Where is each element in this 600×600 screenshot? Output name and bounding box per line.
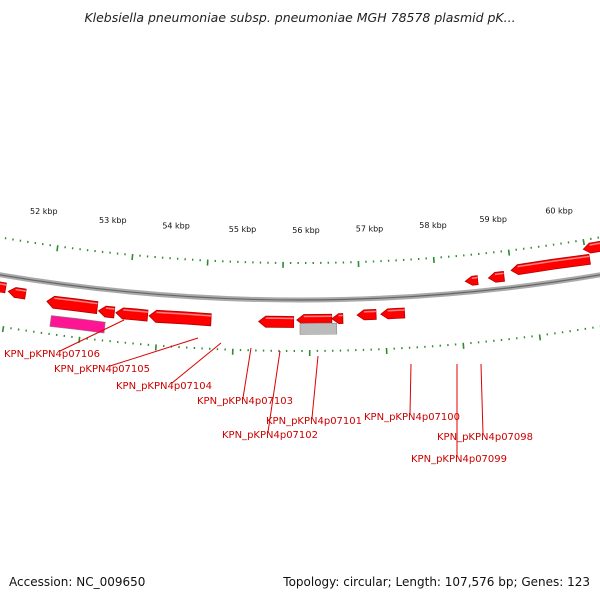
gene-highlight: [123, 309, 148, 313]
outer-tick-mark: [56, 245, 59, 252]
gene-arrow: [115, 307, 149, 322]
gene-highlight: [494, 272, 504, 276]
gene-label: KPN_pKPN4p07101: [266, 416, 362, 427]
inner-tick-mark: [1, 325, 5, 333]
inner-tick-mark: [538, 334, 542, 341]
gene-leader-line: [242, 347, 252, 399]
kbp-label: 54 kbp: [162, 222, 190, 231]
gene-label: KPN_pKPN4p07105: [54, 364, 150, 375]
gene-arrow: [582, 240, 600, 254]
gene-label: KPN_pKPN4p07102: [222, 430, 318, 441]
kbp-label: 53 kbp: [99, 216, 127, 225]
gene-leader-line: [171, 342, 222, 384]
gene-highlight: [105, 307, 115, 310]
gene-arrow: [46, 295, 99, 315]
kbp-label: 59 kbp: [479, 215, 507, 224]
accession-text: Accession: NC_009650: [9, 575, 146, 589]
kbp-label: 58 kbp: [419, 221, 447, 230]
highlight-gene-block: [49, 315, 106, 334]
gene-highlight: [589, 242, 600, 246]
backbone-circle-edge: [0, 274, 600, 301]
gene-label: KPN_pKPN4p07098: [437, 432, 533, 443]
gene-leader-line: [267, 350, 281, 433]
gene-leader-line: [109, 337, 199, 367]
gene-leader-line: [480, 363, 484, 435]
gene-arrow: [0, 281, 7, 294]
outer-tick-mark: [507, 249, 511, 256]
gene-highlight: [517, 255, 590, 268]
gene-label: KPN_pKPN4p07099: [411, 454, 507, 465]
gene-highlight: [471, 276, 478, 279]
backbone-circle: [0, 272, 600, 303]
gene-leader-line: [59, 319, 125, 352]
gene-highlight: [54, 297, 98, 305]
kbp-label: 55 kbp: [229, 225, 257, 234]
gene-label: KPN_pKPN4p07100: [364, 412, 460, 423]
gene-highlight: [0, 283, 7, 286]
pseudo-gene-block: [299, 322, 338, 335]
kbp-label: 56 kbp: [292, 226, 320, 235]
inner-tick-mark: [462, 342, 465, 349]
kbp-label: 57 kbp: [356, 225, 384, 234]
gene-highlight: [156, 311, 212, 317]
gene-leader-line: [311, 355, 319, 419]
gene-label: KPN_pKPN4p07104: [116, 381, 212, 392]
kbp-label: 60 kbp: [545, 207, 573, 216]
topology-text: Topology: circular; Length: 107,576 bp; …: [283, 575, 590, 589]
outer-tick-mark: [582, 238, 585, 246]
outer-tick-mark: [131, 253, 134, 261]
map-title: Klebsiella pneumoniae subsp. pneumoniae …: [84, 10, 516, 25]
gene-leader-line: [409, 363, 412, 415]
kbp-label: 52 kbp: [30, 207, 58, 216]
gene-label: KPN_pKPN4p07106: [4, 349, 100, 360]
gene-highlight: [15, 288, 27, 292]
gene-label: KPN_pKPN4p07103: [197, 396, 293, 407]
gene-highlight: [387, 309, 405, 312]
